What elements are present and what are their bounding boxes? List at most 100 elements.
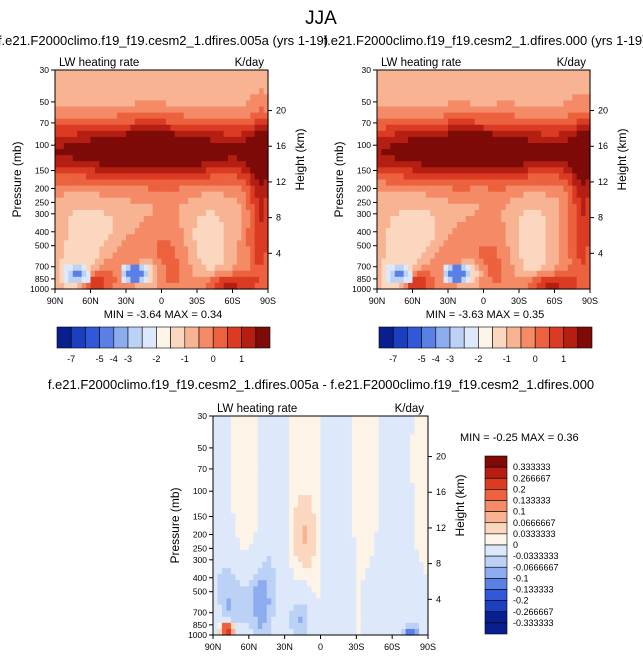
heatmap-cell <box>104 82 109 89</box>
heatmap-cell <box>352 507 357 514</box>
heatmap-cell <box>246 216 251 223</box>
heatmap-cell <box>253 471 258 478</box>
heatmap-cell <box>135 216 140 223</box>
heatmap-cell <box>298 586 303 593</box>
heatmap-cell <box>430 125 435 132</box>
heatmap-cell <box>108 161 113 168</box>
heatmap-cell <box>130 259 135 266</box>
heatmap-cell <box>404 76 409 83</box>
heatmap-cell <box>581 137 586 144</box>
heatmap-cell <box>484 149 489 156</box>
heatmap-cell <box>479 161 484 168</box>
heatmap-cell <box>126 253 131 260</box>
heatmap-cell <box>175 253 180 260</box>
heatmap-cell <box>523 82 528 89</box>
heatmap-cell <box>68 76 73 83</box>
heatmap-cell <box>280 501 285 508</box>
heatmap-cell <box>479 222 484 229</box>
heatmap-cell <box>285 568 290 575</box>
heatmap-cell <box>559 113 564 120</box>
heatmap-cell <box>231 453 236 460</box>
heatmap-cell <box>59 149 64 156</box>
heatmap-cell <box>532 204 537 211</box>
heatmap-cell <box>59 113 64 120</box>
heatmap-cell <box>144 253 149 260</box>
heatmap-cell <box>298 495 303 502</box>
heatmap-cell <box>475 88 480 95</box>
heatmap-cell <box>541 173 546 180</box>
heatmap-cell <box>271 532 276 539</box>
heatmap-cell <box>334 428 339 435</box>
heatmap-cell <box>201 76 206 83</box>
heatmap-cell <box>237 253 242 260</box>
heatmap-cell <box>404 161 409 168</box>
heatmap-cell <box>430 167 435 174</box>
heatmap-cell <box>130 222 135 229</box>
heatmap-cell <box>99 119 104 126</box>
heatmap-cell <box>361 465 366 472</box>
heatmap-cell <box>262 453 267 460</box>
heatmap-cell <box>82 107 87 114</box>
heatmap-cell <box>86 271 91 278</box>
heatmap-cell <box>537 131 542 138</box>
heatmap-cell <box>334 459 339 466</box>
heatmap-cell <box>532 155 537 162</box>
heatmap-cell <box>175 137 180 144</box>
heatmap-cell <box>276 562 281 569</box>
heatmap-cell <box>255 216 260 223</box>
heatmap-cell <box>381 210 386 217</box>
heatmap-cell <box>241 210 246 217</box>
heatmap-cell <box>219 143 224 150</box>
heatmap-cell <box>352 501 357 508</box>
heatmap-cell <box>235 440 240 447</box>
heatmap-cell <box>528 173 533 180</box>
heatmap-cell <box>91 100 96 107</box>
heatmap-cell <box>581 204 586 211</box>
heatmap-cell <box>170 222 175 229</box>
heatmap-cell <box>506 70 511 77</box>
heatmap-cell <box>370 477 375 484</box>
heatmap-cell <box>334 507 339 514</box>
heatmap-cell <box>492 253 497 260</box>
heatmap-cell <box>497 240 502 247</box>
heatmap-cell <box>68 100 73 107</box>
heatmap-cell <box>280 519 285 526</box>
heatmap-cell <box>240 440 245 447</box>
heatmap-cell <box>537 167 542 174</box>
heatmap-cell <box>417 94 422 101</box>
heatmap-cell <box>426 198 431 205</box>
heatmap-cell <box>448 186 453 193</box>
heatmap-cell <box>532 240 537 247</box>
heatmap-cell <box>395 161 400 168</box>
heatmap-cell <box>347 483 352 490</box>
heatmap-cell <box>91 228 96 235</box>
heatmap-cell <box>426 137 431 144</box>
heatmap-cell <box>312 519 317 526</box>
heatmap-cell <box>555 228 560 235</box>
heatmap-cell <box>104 125 109 132</box>
heatmap-cell <box>550 246 555 253</box>
heatmap-cell <box>175 246 180 253</box>
heatmap-cell <box>417 228 422 235</box>
heatmap-cell <box>289 459 294 466</box>
heatmap-cell <box>426 234 431 241</box>
heatmap-cell <box>381 70 386 77</box>
heatmap-cell <box>73 228 78 235</box>
heatmap-cell <box>224 107 229 114</box>
heatmap-cell <box>413 82 418 89</box>
heatmap-cell <box>555 131 560 138</box>
heatmap-cell <box>515 119 520 126</box>
heatmap-cell <box>325 483 330 490</box>
heatmap-cell <box>104 259 109 266</box>
heatmap-cell <box>148 155 153 162</box>
heatmap-cell <box>475 204 480 211</box>
heatmap-cell <box>241 265 246 272</box>
colorbar-box <box>128 327 142 348</box>
heatmap-cell <box>99 204 104 211</box>
heatmap-cell <box>117 70 122 77</box>
heatmap-cell <box>241 204 246 211</box>
heatmap-cell <box>444 271 449 278</box>
heatmap-cell <box>577 246 582 253</box>
heatmap-cell <box>435 222 440 229</box>
heatmap-cell <box>170 88 175 95</box>
